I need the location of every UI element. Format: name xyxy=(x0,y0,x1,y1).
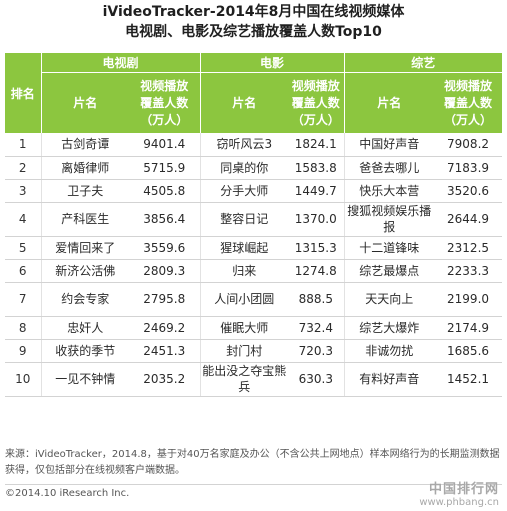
tv-title-cell: 约会专家 xyxy=(40,282,129,317)
tv-title-cell: 卫子夫 xyxy=(40,179,129,203)
movie-title-cell: 分手大师 xyxy=(199,179,289,203)
variety-title-cell: 十二道锋味 xyxy=(343,236,435,260)
table-row: 5 爱情回来了 3559.6 猩球崛起 1315.3 十二道锋味 2312.5 xyxy=(5,236,503,260)
variety-value-cell: 2174.9 xyxy=(434,316,503,340)
movie-value-cell: 732.4 xyxy=(288,316,345,340)
tv-value-cell: 2809.3 xyxy=(129,259,201,283)
rank-cell: 4 xyxy=(5,202,41,237)
tv-value-cell: 2795.8 xyxy=(129,282,201,317)
movie-title-cell: 同桌的你 xyxy=(199,156,289,180)
rank-cell: 2 xyxy=(5,156,41,180)
movie-cover-header: 视频播放 覆盖人数 （万人） xyxy=(288,72,345,133)
tv-title-cell: 产科医生 xyxy=(40,202,129,237)
movie-value-cell: 1274.8 xyxy=(288,259,345,283)
group-header-movie: 电影 xyxy=(199,53,345,73)
table-row: 8 忠奸人 2469.2 催眠大师 732.4 综艺大爆炸 2174.9 xyxy=(5,316,503,340)
movie-title-cell: 能出没之夺宝熊兵 xyxy=(199,362,289,397)
source-note: 来源：iVideoTracker，2014.8，基于对40万名家庭及办公（不含公… xyxy=(5,449,500,476)
tv-value-cell: 2451.3 xyxy=(129,339,201,363)
movie-value-cell: 1449.7 xyxy=(288,179,345,203)
movie-value-cell: 1583.8 xyxy=(288,156,345,180)
rank-cell: 8 xyxy=(5,316,41,340)
copyright: ©2014.10 iResearch Inc. xyxy=(5,488,130,499)
movie-value-cell: 888.5 xyxy=(288,282,345,317)
movie-value-cell: 1824.1 xyxy=(288,133,345,157)
variety-value-cell: 7183.9 xyxy=(434,156,503,180)
movie-name-header: 片名 xyxy=(199,72,289,133)
divider xyxy=(5,484,502,485)
variety-title-cell: 快乐大本营 xyxy=(343,179,435,203)
movie-value-cell: 630.3 xyxy=(288,362,345,397)
rank-cell: 3 xyxy=(5,179,41,203)
rank-cell: 6 xyxy=(5,259,41,283)
tv-title-cell: 忠奸人 xyxy=(40,316,129,340)
movie-title-cell: 猩球崛起 xyxy=(199,236,289,260)
tv-value-cell: 5715.9 xyxy=(129,156,201,180)
variety-title-cell: 综艺最爆点 xyxy=(343,259,435,283)
tv-value-cell: 3559.6 xyxy=(129,236,201,260)
variety-title-cell: 中国好声音 xyxy=(343,133,435,157)
title-line-2: 电视剧、电影及综艺播放覆盖人数Top10 xyxy=(125,24,382,40)
group-header-tv: 电视剧 xyxy=(41,53,201,73)
table-row: 6 新济公活佛 2809.3 归来 1274.8 综艺最爆点 2233.3 xyxy=(5,259,503,283)
variety-value-cell: 2312.5 xyxy=(434,236,503,260)
variety-value-cell: 2233.3 xyxy=(434,259,503,283)
table-row: 3 卫子夫 4505.8 分手大师 1449.7 快乐大本营 3520.6 xyxy=(5,179,503,203)
tv-title-cell: 一见不钟情 xyxy=(40,362,129,397)
tv-title-cell: 爱情回来了 xyxy=(40,236,129,260)
movie-title-cell: 催眠大师 xyxy=(199,316,289,340)
movie-value-cell: 1370.0 xyxy=(288,202,345,237)
tv-value-cell: 4505.8 xyxy=(129,179,201,203)
variety-title-cell: 综艺大爆炸 xyxy=(343,316,435,340)
ranking-table: 排名 电视剧 电影 综艺 片名 视频播放 覆盖人数 （万人） 片名 视频播放 覆盖人数… xyxy=(5,53,503,397)
tv-value-cell: 9401.4 xyxy=(129,133,201,157)
rank-cell: 9 xyxy=(5,339,41,363)
group-header-variety: 综艺 xyxy=(343,53,503,73)
variety-title-cell: 天天向上 xyxy=(343,282,435,317)
variety-value-cell: 1452.1 xyxy=(434,362,503,397)
variety-title-cell: 爸爸去哪儿 xyxy=(343,156,435,180)
table-row: 7 约会专家 2795.8 人间小团圆 888.5 天天向上 2199.0 xyxy=(5,282,503,317)
variety-value-cell: 2199.0 xyxy=(434,282,503,317)
movie-value-cell: 720.3 xyxy=(288,339,345,363)
tv-cover-header: 视频播放 覆盖人数 （万人） xyxy=(129,72,201,133)
variety-value-cell: 7908.2 xyxy=(434,133,503,157)
movie-title-cell: 整容日记 xyxy=(199,202,289,237)
tv-title-cell: 新济公活佛 xyxy=(40,259,129,283)
rank-cell: 5 xyxy=(5,236,41,260)
variety-title-cell: 有料好声音 xyxy=(343,362,435,397)
watermark-name: 中国排行网 xyxy=(428,482,499,497)
rank-cell: 7 xyxy=(5,282,41,317)
variety-name-header: 片名 xyxy=(343,72,435,133)
tv-value-cell: 3856.4 xyxy=(129,202,201,237)
tv-name-header: 片名 xyxy=(41,72,129,133)
table-row: 9 收获的季节 2451.3 封门村 720.3 非诚勿扰 1685.6 xyxy=(5,339,503,363)
rank-cell: 10 xyxy=(5,362,41,397)
variety-value-cell: 2644.9 xyxy=(434,202,503,237)
title-line-1: iVideoTracker-2014年8月中国在线视频媒体 xyxy=(102,4,405,20)
movie-title-cell: 封门村 xyxy=(199,339,289,363)
watermark: 中国排行网 www.phbang.cn xyxy=(419,478,499,508)
variety-cover-header: 视频播放 覆盖人数 （万人） xyxy=(434,72,503,133)
movie-value-cell: 1315.3 xyxy=(288,236,345,260)
variety-title-cell: 搜狐视频娱乐播报 xyxy=(343,202,435,237)
variety-value-cell: 3520.6 xyxy=(434,179,503,203)
tv-title-cell: 古剑奇谭 xyxy=(40,133,129,157)
tv-title-cell: 离婚律师 xyxy=(40,156,129,180)
table-row: 1 古剑奇谭 9401.4 窃听风云3 1824.1 中国好声音 7908.2 xyxy=(5,133,503,157)
table-row: 2 离婚律师 5715.9 同桌的你 1583.8 爸爸去哪儿 7183.9 xyxy=(5,156,503,180)
tv-title-cell: 收获的季节 xyxy=(40,339,129,363)
variety-value-cell: 1685.6 xyxy=(434,339,503,363)
movie-title-cell: 窃听风云3 xyxy=(199,133,289,157)
movie-title-cell: 人间小团圆 xyxy=(199,282,289,317)
watermark-url: www.phbang.cn xyxy=(419,497,499,508)
rank-header: 排名 xyxy=(5,53,42,133)
rank-cell: 1 xyxy=(5,133,41,157)
tv-value-cell: 2469.2 xyxy=(129,316,201,340)
variety-title-cell: 非诚勿扰 xyxy=(343,339,435,363)
table-row: 10 一见不钟情 2035.2 能出没之夺宝熊兵 630.3 有料好声音 145… xyxy=(5,362,503,397)
tv-value-cell: 2035.2 xyxy=(129,362,201,397)
table-row: 4 产科医生 3856.4 整容日记 1370.0 搜狐视频娱乐播报 2644.… xyxy=(5,202,503,237)
movie-title-cell: 归来 xyxy=(199,259,289,283)
